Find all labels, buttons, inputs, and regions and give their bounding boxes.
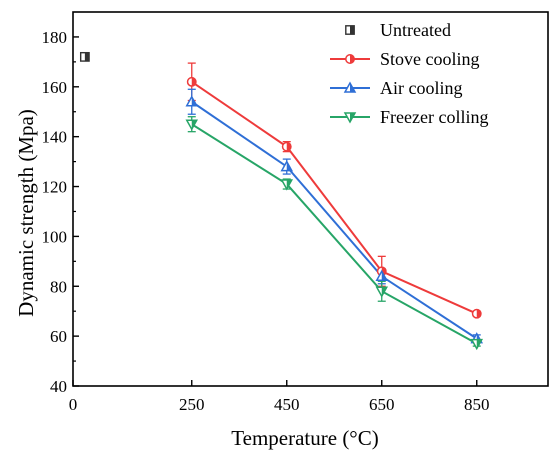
y-tick-label: 60 (50, 327, 67, 346)
data-point (375, 269, 389, 282)
data-point (79, 51, 90, 62)
legend-label: Stove cooling (380, 49, 480, 69)
data-point (186, 76, 197, 87)
data-point (185, 119, 199, 131)
x-axis-title: Temperature (°C) (231, 426, 378, 450)
y-tick-label: 100 (42, 227, 68, 246)
y-tick-label: 180 (42, 28, 68, 47)
legend-item: Freezer colling (330, 107, 488, 127)
data-point (280, 179, 294, 191)
y-tick-label: 140 (42, 128, 68, 147)
x-tick-label: 650 (369, 395, 395, 414)
legend-label: Untreated (380, 20, 451, 40)
y-tick-label: 120 (42, 178, 68, 197)
legend-marker (343, 112, 357, 124)
legend-item: Air cooling (330, 78, 463, 98)
legend-marker (343, 81, 357, 93)
series-line (191, 123, 478, 345)
x-tick-label: 250 (179, 395, 205, 414)
legend-label: Freezer colling (380, 107, 488, 127)
y-axis-title: Dynamic strength (Mpa) (14, 109, 38, 317)
y-tick-label: 40 (50, 377, 67, 396)
axes (72, 11, 549, 387)
series-line (191, 80, 478, 315)
legend-item: Stove cooling (330, 49, 480, 69)
y-tick-label: 160 (42, 78, 68, 97)
x-tick-label: 850 (464, 395, 490, 414)
ticks: 0 250 450 650 850 40 60 80 100 120 140 160 180 (42, 28, 490, 414)
series-markers (79, 51, 484, 351)
data-point (375, 286, 389, 298)
legend: Untreated Stove cooling Air cooling Freezer… (330, 20, 488, 127)
legend-marker (345, 54, 355, 64)
legend-label: Air cooling (380, 78, 463, 98)
x-tick-label: 0 (69, 395, 78, 414)
series-lines (191, 80, 478, 345)
data-point (185, 95, 199, 107)
legend-item: Untreated (345, 20, 451, 40)
x-tick-label: 450 (274, 395, 300, 414)
y-tick-label: 80 (50, 277, 67, 296)
plot-frame (72, 11, 549, 387)
data-point (281, 141, 292, 152)
data-point (471, 308, 482, 319)
series-line (191, 100, 478, 340)
legend-marker (345, 25, 355, 35)
data-point (280, 160, 294, 172)
data-point (470, 338, 484, 351)
